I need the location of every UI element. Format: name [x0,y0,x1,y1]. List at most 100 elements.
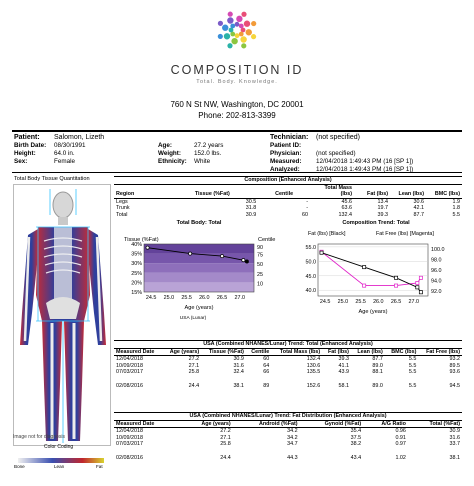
table-cell: 5.5 [452,211,461,218]
coding-label-bone: Bone [14,464,25,469]
composition-id-logo [217,11,257,49]
y2-tick-label: 50 [257,262,263,268]
table-cell: 63.6 [341,205,353,212]
y-tick-label: 50.0 [306,259,317,265]
age-value: 27.2 years [194,142,224,149]
table-cell: 135.5 [306,369,321,376]
brand-tagline: Total. Body. Knowledge. [196,79,278,85]
table-cell: 43.9 [338,369,349,376]
column-header: Fat (lbs) [322,348,351,357]
x-axis-label: Age (years) [185,305,214,311]
column-header: Total (%Fat) [407,420,462,429]
total-body-chart-title: Total Body: Total [176,220,222,226]
x-tick-label: 25.0 [338,299,349,305]
x-axis-label: Age (years) [359,309,388,315]
table-cell: 89.0 [372,362,383,369]
analyzed-value: 12/04/2018 1:49:43 PM (16 [SP 1]) [316,166,414,173]
logo-dot [230,31,236,37]
patient-name: Salomon, Lizeth [54,134,105,141]
logo-dot [250,34,257,40]
column-header: Lean (lbs) [350,348,385,357]
logo-dot [234,33,240,39]
logo-dot [241,11,247,17]
x-tick-label: 24.5 [146,295,157,301]
table-cell: 0.91 [395,434,406,441]
composition-trend-chart: Composition Trend: Total Fat (lbs) [Blac… [290,220,462,342]
column-header: BMC (lbs) [384,348,419,357]
table-cell: 30.9 [233,356,244,363]
table-cell: 5.5 [408,362,417,369]
table-cell: 130.6 [306,362,321,369]
y2-axis-label: Centile [258,237,275,243]
fat-distribution-row: 02/08/2016 24.4 44.3 43.4 1.02 38.1 [114,455,462,462]
table-cell: 93.6 [449,369,461,376]
logo-dot [251,20,257,27]
logo-dot [240,36,247,43]
table-cell: 19.7 [377,205,389,212]
centile-band [144,282,254,292]
composition-row: Legs 30.5 - 45.6 13.4 30.6 1.9 [114,198,462,205]
trend-chart-title: Composition Trend: Total [342,220,410,226]
composition-caption: Composition (Enhanced Analysis) [114,176,462,185]
table-cell: 1.02 [395,454,406,461]
brand-name: COMPOSITION ID [170,63,304,77]
table-cell: 66 [263,369,270,376]
table-cell: 02/08/2016 [116,454,143,461]
table-cell: 31.6 [449,434,461,441]
logo-dot [227,43,233,49]
composition-table: Composition (Enhanced Analysis) Region T… [114,176,462,219]
y2-tick-label: 98.0 [431,258,442,264]
table-cell: 27.1 [220,434,231,441]
table-cell: 5.5 [408,369,417,376]
coding-label-fat: Fat [96,464,103,469]
column-header: Centile [245,348,272,357]
x-tick-label: 26.0 [199,295,210,301]
table-cell: 39.3 [377,211,389,218]
coding-label-lean: Lean [54,464,65,469]
technician-value: (not specified) [316,134,360,141]
table-cell: 27.2 [188,356,200,363]
table-cell: 1.9 [452,198,461,205]
table-cell: 89.5 [449,362,461,369]
table-cell: 25.8 [220,441,231,448]
plot-frame [143,243,255,293]
logo-dot [241,43,247,49]
column-header: Total Mass (lbs) [271,348,323,357]
logo-dot [240,27,246,33]
fat-distribution-row: 07/03/2017 25.8 34.7 38.2 0.97 33.7 [114,441,462,448]
fat-percent-point [188,251,193,256]
table-cell: 34.2 [287,428,298,435]
trend-total-caption: USA (Combined NHANES/Lunar) Trend: Total… [114,340,462,349]
fat-percent-point [244,259,249,264]
table-cell: 12/04/2018 [116,428,143,435]
table-cell [163,376,201,383]
fat-free-point [415,281,420,285]
fat-free-point [362,283,367,288]
table-cell: 60 [263,356,270,363]
x-tick-label: 24.5 [320,299,331,305]
table-cell [300,448,364,455]
table-cell [114,448,180,455]
trend-total-row [114,376,462,383]
legend-fat: Fat (lbs) [Black] [308,231,346,237]
table-cell [322,376,351,383]
scan-title: Total Body Tissue Quantitation [14,176,90,182]
table-cell: 27.2 [220,428,231,435]
y-tick-label: 45.0 [306,274,317,280]
fat-distribution-row: 10/09/2018 27.1 34.2 37.5 0.91 31.6 [114,435,462,442]
y-tick-label: 20% [131,280,142,286]
centile-band [144,244,254,254]
column-header: A/G Ratio [363,420,408,429]
trend-total-table: USA (Combined NHANES/Lunar) Trend: Total… [114,340,462,389]
column-header: Tissue (%Fat) [201,348,246,357]
fat-free-point [394,283,399,288]
centile-band [144,272,254,283]
table-cell: 30.9 [245,211,257,218]
table-cell: 27.1 [188,362,200,369]
composition-row: Total 30.9 60 132.4 39.3 87.7 5.5 [114,212,462,219]
table-cell [351,376,385,383]
header-rule-bottom [12,172,462,173]
logo-dot [223,33,231,40]
x-tick-label: 25.5 [355,299,366,305]
table-cell: Trunk [116,205,130,212]
